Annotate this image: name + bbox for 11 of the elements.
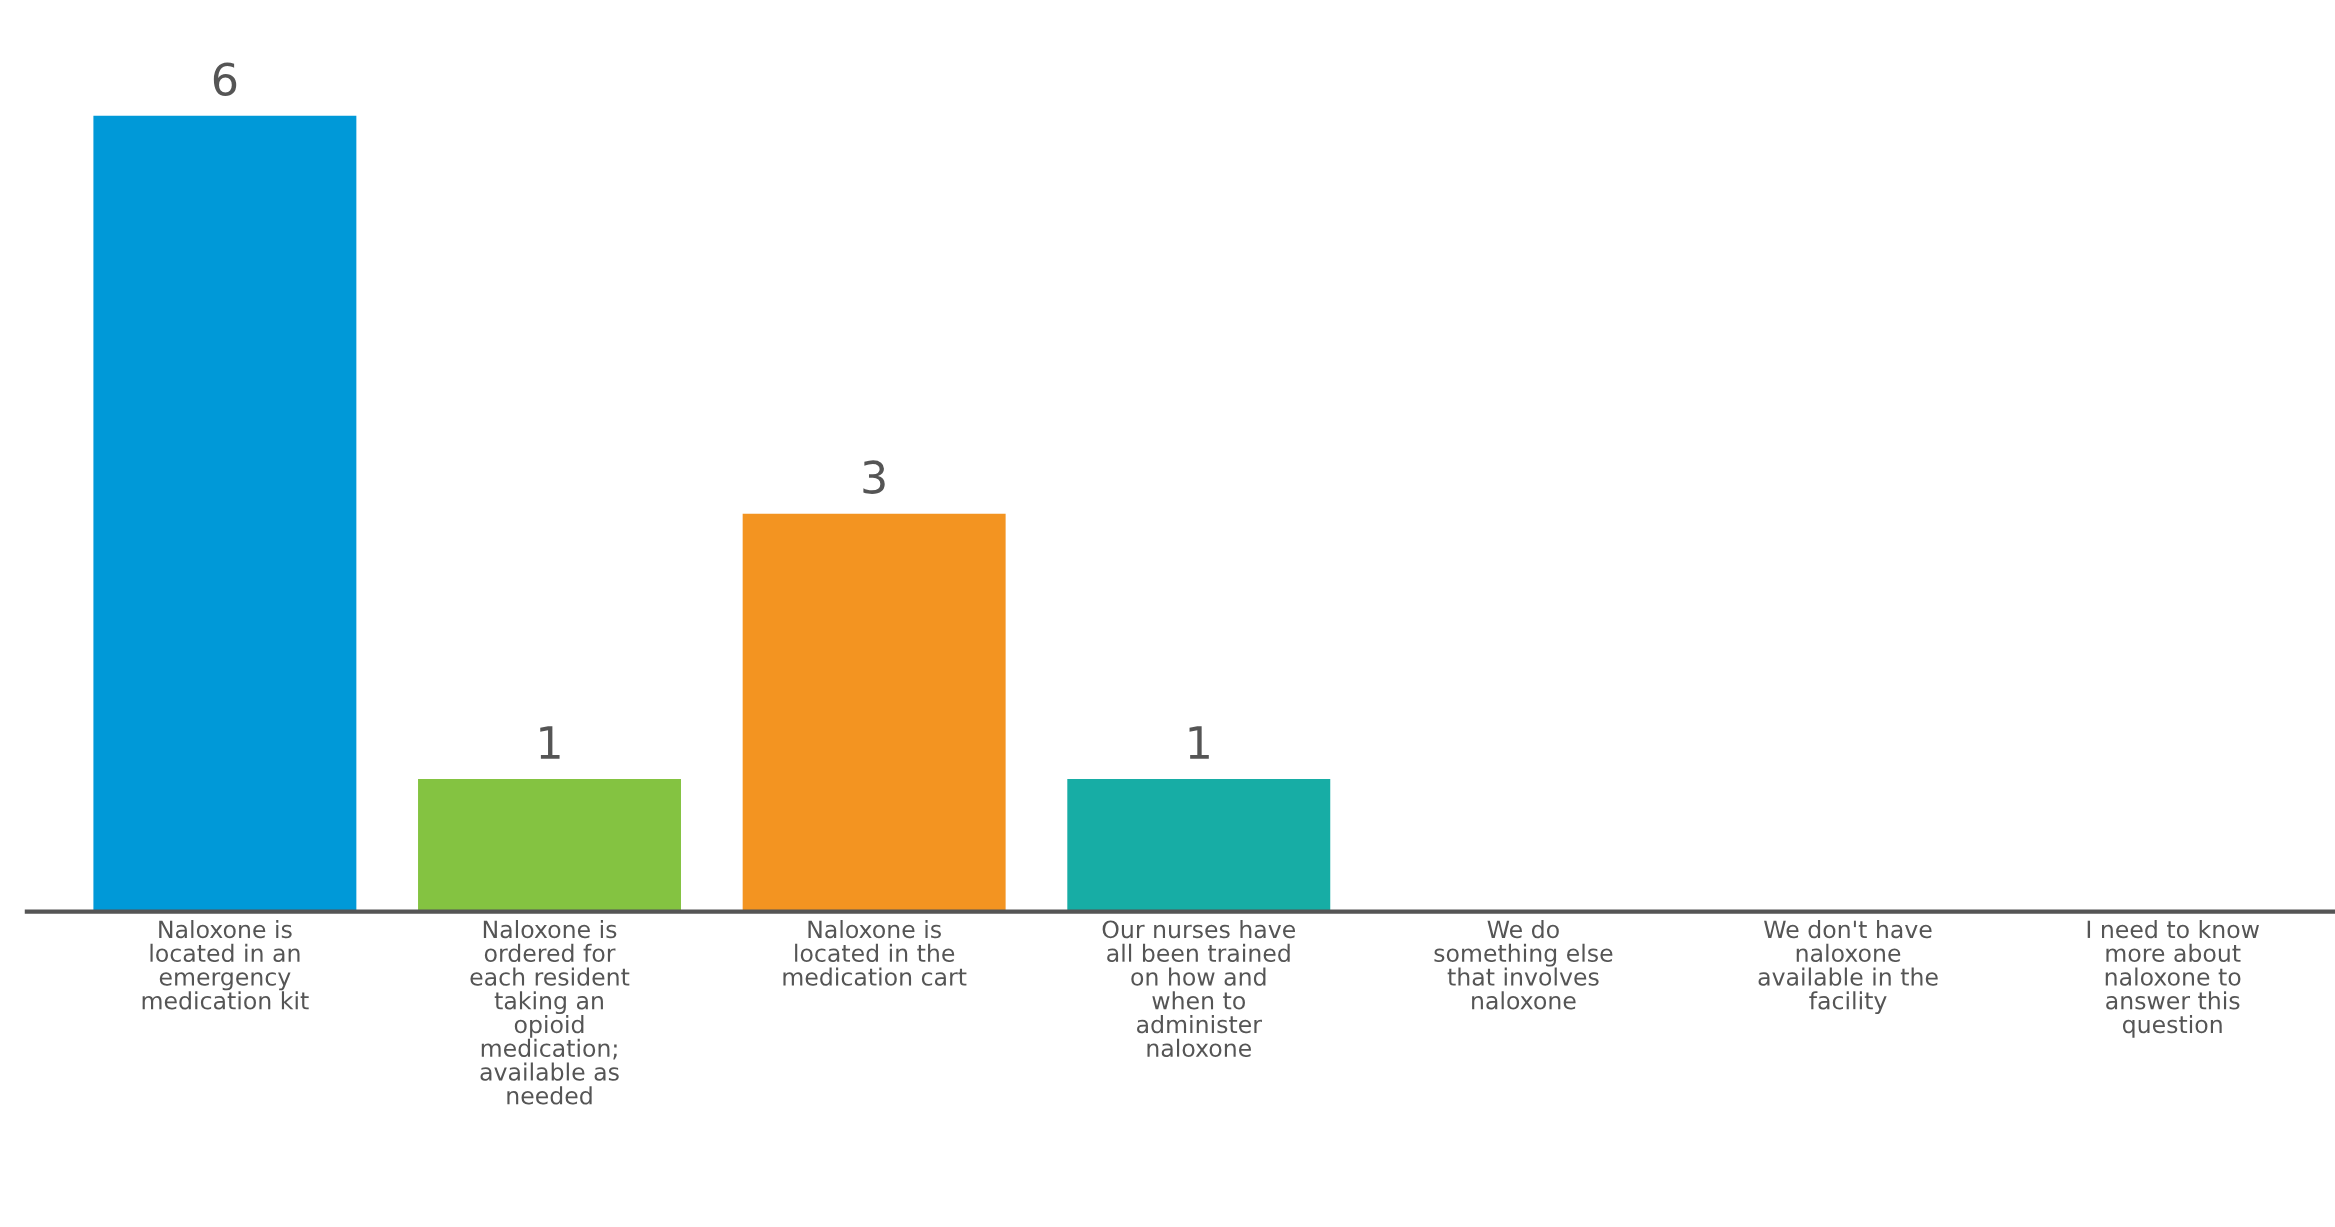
- x-tick-label: Our nurses have all been trained on how and when to administer naloxone: [1102, 919, 1296, 1058]
- x-tick-label: Naloxone is ordered for each resident taking an opioid medication; available as needed: [470, 919, 630, 1105]
- data-label: 1: [1189, 726, 1209, 759]
- x-tick-label: We do something else that involves naloxone: [1434, 919, 1613, 1010]
- x-tick-label: We don't have naloxone available in the facility: [1758, 919, 1938, 1015]
- x-tick-label: Naloxone is located in the medication cart: [783, 919, 967, 986]
- data-label: 3: [863, 460, 885, 494]
- data-label: 6: [213, 62, 237, 97]
- x-tick-label: Naloxone is located in an emergency medication kit: [142, 919, 309, 1010]
- data-label: 1: [540, 726, 560, 759]
- x-tick-label: I need to know more about naloxone to answer this question: [2087, 919, 2259, 1038]
